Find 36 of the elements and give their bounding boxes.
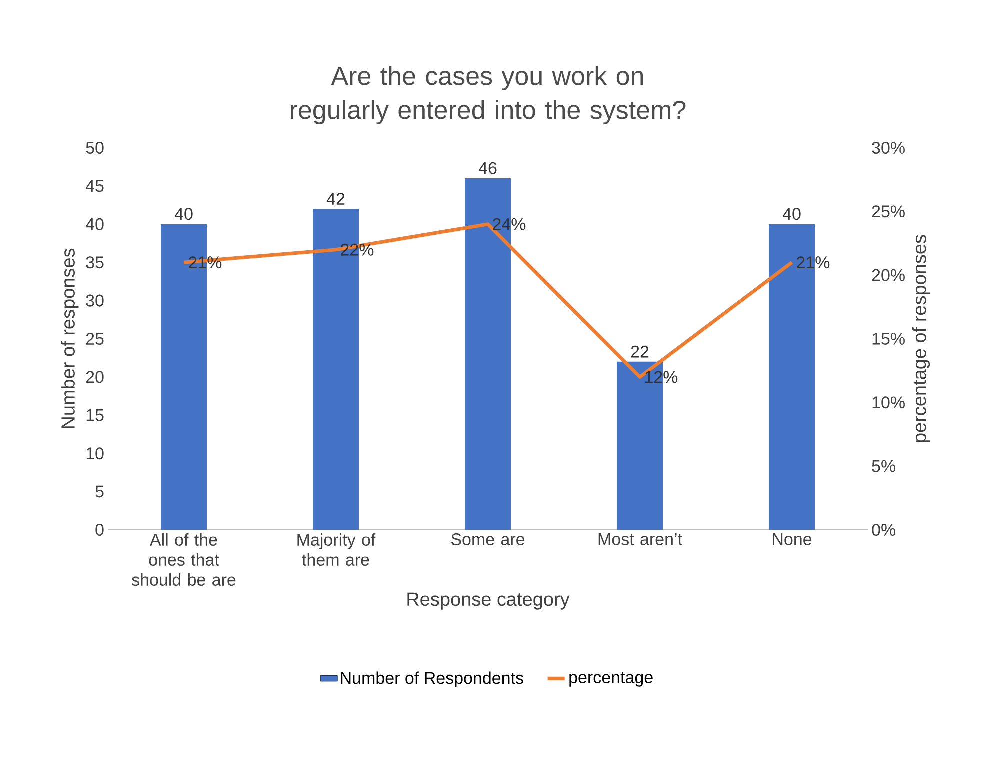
x-tick-label: Most aren’t bbox=[598, 534, 682, 546]
data-label: 22% bbox=[341, 244, 374, 256]
y2-axis-title: percentage of responses bbox=[912, 235, 930, 442]
data-label: 42 bbox=[326, 193, 345, 205]
y2-tick-label: 20% bbox=[872, 269, 905, 282]
x-tick-label: Majority of them are bbox=[298, 534, 376, 566]
y-tick-label: 5 bbox=[96, 486, 104, 498]
y-tick-label: 25 bbox=[86, 332, 104, 346]
legend-label: percentage bbox=[570, 672, 653, 687]
y2-tick-label: 15% bbox=[872, 333, 905, 345]
data-label: 40 bbox=[174, 208, 193, 220]
x-tick-label: Some are bbox=[451, 534, 525, 546]
y2-tick-label: 30% bbox=[872, 142, 905, 154]
x-axis-title: Response category bbox=[408, 592, 570, 610]
x-tick-label: None bbox=[773, 534, 812, 546]
y2-tick-label: 0% bbox=[872, 524, 896, 536]
y2-tick-label: 10% bbox=[872, 396, 905, 409]
y-axis-title: Number of responses bbox=[61, 248, 79, 428]
data-label: 21% bbox=[189, 256, 222, 269]
y-tick-label: 50 bbox=[86, 142, 104, 154]
y-tick-label: 35 bbox=[86, 256, 104, 269]
y-tick-label: 40 bbox=[86, 218, 104, 230]
data-label: 22 bbox=[631, 346, 649, 358]
y-tick-label: 45 bbox=[86, 180, 104, 192]
chart-title: Are the cases you work on regularly entered into the system? bbox=[291, 66, 686, 124]
y-tick-label: 20 bbox=[86, 371, 104, 384]
y-tick-label: 0 bbox=[96, 524, 104, 536]
y-tick-label: 15 bbox=[86, 409, 104, 422]
legend-label: Number of Respondents bbox=[341, 672, 524, 688]
y-tick-label: 30 bbox=[86, 294, 104, 307]
y-tick-label: 10 bbox=[86, 448, 104, 460]
x-tick-label: All of the ones that should be are bbox=[132, 534, 236, 586]
y2-tick-label: 25% bbox=[872, 206, 905, 218]
data-label: 46 bbox=[478, 162, 497, 174]
data-label: 40 bbox=[782, 208, 801, 220]
y2-tick-label: 5% bbox=[872, 460, 896, 472]
